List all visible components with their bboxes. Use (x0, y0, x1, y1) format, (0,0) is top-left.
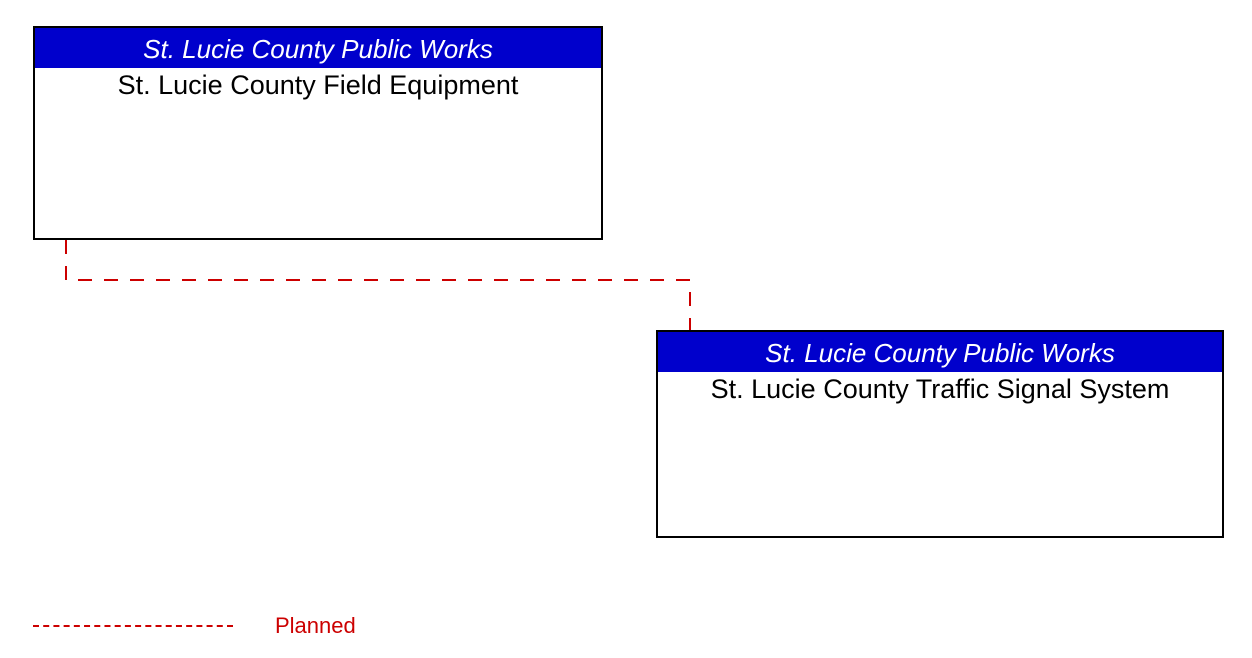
node-traffic-signal-system-body: St. Lucie County Traffic Signal System (658, 372, 1222, 405)
node-traffic-signal-system: St. Lucie County Public Works St. Lucie … (656, 330, 1224, 538)
legend-label-text: Planned (275, 613, 356, 638)
node-field-equipment-body: St. Lucie County Field Equipment (35, 68, 601, 101)
node-traffic-signal-system-header-text: St. Lucie County Public Works (765, 338, 1115, 368)
node-traffic-signal-system-body-text: St. Lucie County Traffic Signal System (711, 374, 1170, 404)
node-traffic-signal-system-header: St. Lucie County Public Works (658, 332, 1222, 372)
node-field-equipment-header-text: St. Lucie County Public Works (143, 34, 493, 64)
node-field-equipment-header: St. Lucie County Public Works (35, 28, 601, 68)
node-field-equipment-body-text: St. Lucie County Field Equipment (118, 70, 519, 100)
edge-planned-link (66, 240, 690, 330)
node-field-equipment: St. Lucie County Public Works St. Lucie … (33, 26, 603, 240)
legend-line (33, 625, 233, 627)
legend-label: Planned (275, 613, 356, 639)
